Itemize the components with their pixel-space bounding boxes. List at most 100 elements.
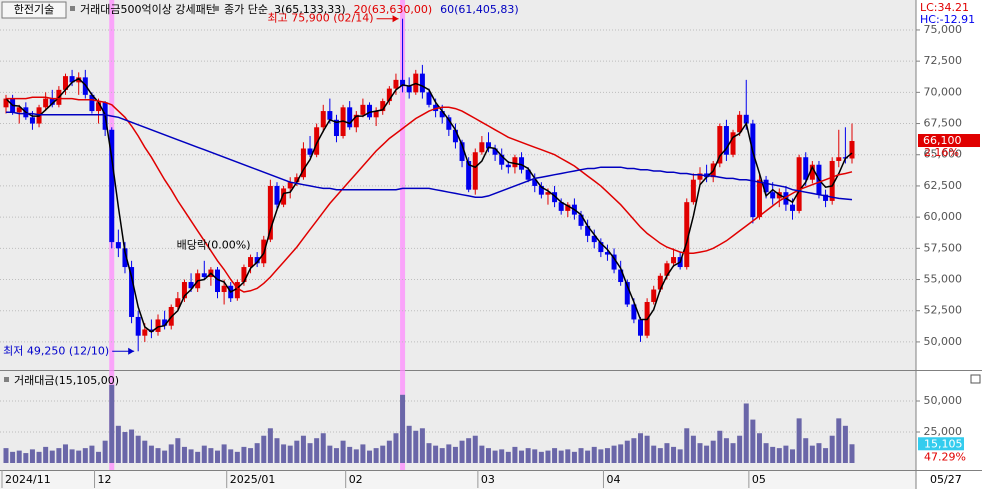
volume-bar [512,446,518,463]
volume-bar [386,440,392,463]
x-tick-label: 04 [606,473,620,486]
candle-body [525,169,531,180]
volume-bar [294,440,300,463]
volume-bar [723,438,729,463]
candle-body [565,204,571,211]
volume-tag [918,437,964,451]
volume-bar [823,448,829,463]
volume-bar [452,446,458,463]
candle-body [558,202,564,211]
volume-bar [380,445,386,463]
y-tick-label: 52,500 [924,304,963,317]
candle-body [419,73,425,93]
y-tick-label: 60,000 [924,210,963,223]
volume-bar [598,449,604,463]
volume-bar [360,444,366,463]
volume-bar [43,446,49,463]
volume-bar [624,440,630,463]
mark-layer [3,18,855,463]
candle-body [492,148,498,155]
candle-body [631,304,637,320]
volume-bar [353,449,359,463]
candle-body [803,157,809,180]
volume-bar [419,428,425,463]
candle-body [215,269,220,293]
volume-bar [796,418,802,463]
volume-bar [267,428,273,463]
volume-bar [585,450,591,463]
volume-bar [49,450,55,463]
volume-bar [532,449,538,463]
x-tick-label: 12 [98,473,112,486]
candle-body [591,235,597,243]
plot-background [0,0,916,470]
candle-body [770,192,776,199]
volume-bar [234,451,240,463]
volume-bar [347,446,353,463]
volume-bar [459,440,465,463]
y-tick-label: 25,000 [924,425,963,438]
volume-bar [162,450,168,463]
volume-bar [776,448,782,463]
candle-body [373,111,379,118]
candle-body [671,257,677,264]
volume-bar [485,448,491,463]
candle-body [380,101,386,112]
candle-body [452,129,458,143]
volume-bar [849,444,855,463]
candle-body [16,107,22,113]
candle-body [664,263,670,276]
chart-subtitle: 거래대금500억이상 강세패턴 [80,3,216,16]
candle-body [750,123,756,218]
candle-body [109,129,115,243]
candle-body [578,214,584,226]
candle-body [327,111,333,120]
candle-body [532,179,538,186]
volume-bar [426,443,432,463]
volume-bar [743,403,749,463]
candle-body [618,269,624,283]
volume-bar [439,448,445,463]
candle-body [743,114,749,124]
close-button[interactable] [970,374,981,384]
volume-bar [657,448,663,463]
candle-body [697,173,703,180]
candle-body [76,77,82,83]
candle-body [730,132,736,155]
candle-body [49,98,55,105]
volume-bar [82,448,88,463]
volume-bar [333,448,339,463]
volume-bar [155,448,161,463]
volume-bar [664,443,670,463]
title-box [1,1,67,19]
candle-body [135,316,141,336]
ma-line [5,77,853,333]
volume-bar [16,450,22,463]
volume-bar [129,429,135,463]
candle-body [763,179,769,193]
candle-body [281,188,287,205]
volume-bar [446,444,452,463]
last-date-label: 05/27 [930,473,962,486]
candle-body [737,114,743,133]
volume-bar [89,445,95,463]
candle-body [287,182,293,189]
candle-body [241,267,247,283]
volume-bar [631,438,637,463]
candle-body [129,267,135,317]
legend-icon [214,6,219,11]
candle-body [545,192,551,195]
legend-entry: 60(61,405,83) [440,3,519,16]
price-tag-label: 66,100 [923,134,962,147]
annotation: 배당락(0.00%) [177,239,251,252]
candle-body [809,164,815,180]
candle-body [585,225,591,236]
candle-body [294,177,300,183]
volume-bar [327,445,333,463]
volume-bar [677,449,683,463]
volume-bar [816,443,822,463]
annotation: 최고 75,900 (02/14) [268,12,374,25]
volume-bar [175,438,181,463]
candle-body [386,88,392,102]
